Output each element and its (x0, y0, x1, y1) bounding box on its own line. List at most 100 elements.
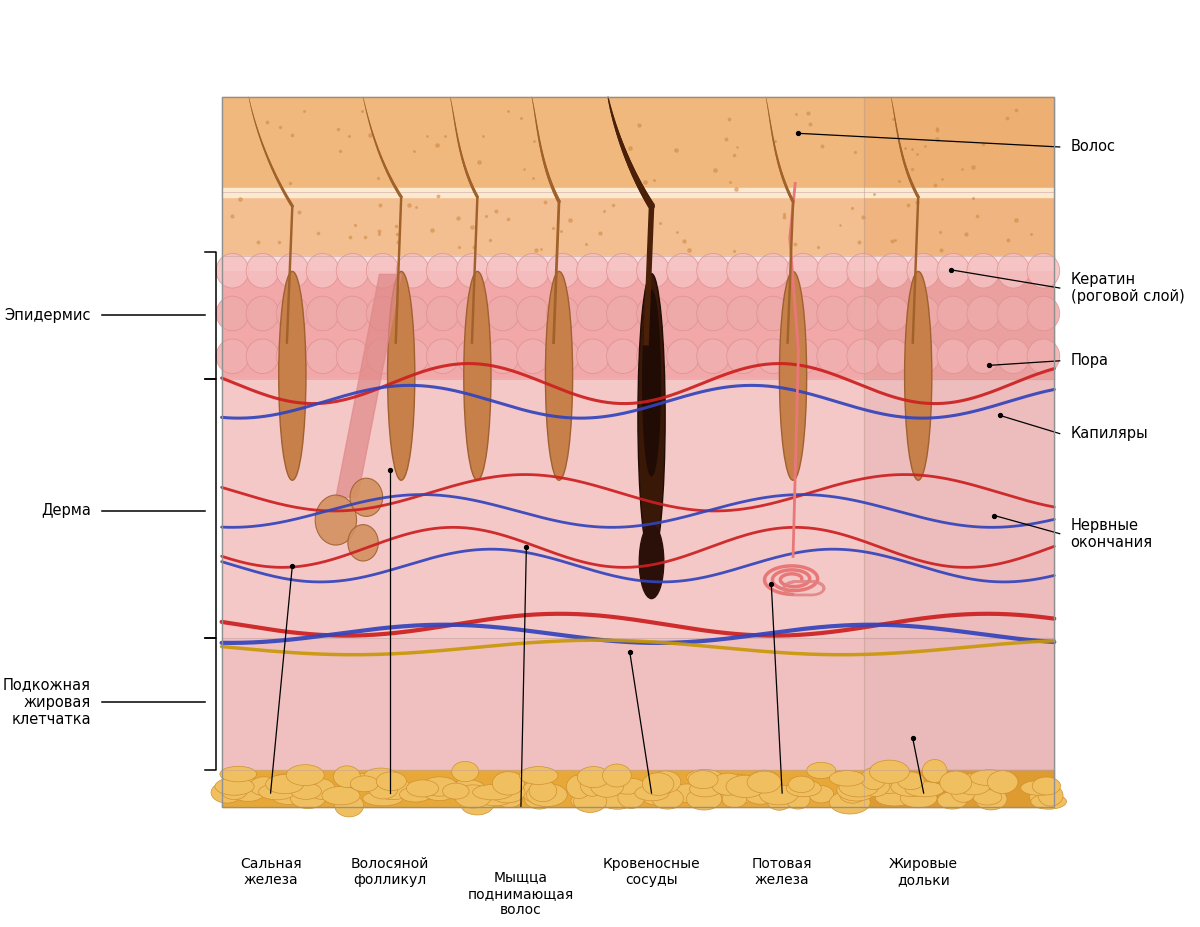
Polygon shape (222, 770, 1055, 806)
Ellipse shape (516, 297, 550, 331)
Ellipse shape (520, 767, 558, 784)
Ellipse shape (877, 339, 910, 374)
Ellipse shape (1027, 253, 1060, 288)
Ellipse shape (290, 783, 322, 799)
Ellipse shape (988, 770, 1018, 794)
Ellipse shape (950, 781, 976, 803)
Ellipse shape (364, 768, 397, 783)
Ellipse shape (937, 339, 970, 374)
Ellipse shape (215, 778, 254, 795)
Ellipse shape (278, 272, 306, 480)
Ellipse shape (418, 780, 445, 799)
Ellipse shape (671, 784, 702, 803)
Ellipse shape (492, 771, 524, 795)
Ellipse shape (388, 272, 415, 480)
Ellipse shape (786, 780, 821, 796)
Ellipse shape (757, 339, 790, 374)
Ellipse shape (1027, 297, 1060, 331)
Ellipse shape (967, 297, 1000, 331)
Ellipse shape (652, 788, 684, 809)
Text: Дерма: Дерма (41, 503, 91, 518)
Ellipse shape (606, 297, 640, 331)
Ellipse shape (637, 339, 670, 374)
Ellipse shape (760, 785, 798, 805)
Ellipse shape (643, 290, 660, 476)
Ellipse shape (836, 779, 876, 801)
Ellipse shape (456, 297, 490, 331)
Ellipse shape (840, 785, 865, 803)
Ellipse shape (744, 783, 778, 805)
Ellipse shape (606, 339, 640, 374)
Ellipse shape (377, 772, 407, 791)
Text: Нервные
окончания: Нервные окончания (1070, 517, 1153, 550)
Ellipse shape (806, 762, 835, 779)
Ellipse shape (862, 768, 886, 790)
Ellipse shape (246, 253, 278, 288)
Ellipse shape (667, 297, 700, 331)
Ellipse shape (618, 786, 644, 808)
Ellipse shape (749, 770, 780, 792)
Ellipse shape (875, 790, 914, 806)
Polygon shape (864, 770, 1055, 806)
Ellipse shape (829, 791, 870, 814)
Ellipse shape (937, 253, 970, 288)
Ellipse shape (748, 771, 781, 794)
Text: Волос: Волос (1070, 139, 1116, 155)
Ellipse shape (426, 253, 460, 288)
Ellipse shape (348, 525, 378, 561)
Ellipse shape (322, 786, 360, 805)
Ellipse shape (574, 791, 607, 812)
Ellipse shape (350, 478, 383, 516)
Ellipse shape (787, 339, 820, 374)
Ellipse shape (898, 772, 924, 790)
Ellipse shape (686, 769, 722, 785)
Ellipse shape (272, 789, 305, 805)
Ellipse shape (608, 778, 646, 794)
Ellipse shape (984, 772, 1019, 790)
Ellipse shape (637, 253, 670, 288)
Ellipse shape (757, 253, 790, 288)
Ellipse shape (546, 253, 580, 288)
Ellipse shape (967, 253, 1000, 288)
Ellipse shape (426, 297, 460, 331)
Polygon shape (336, 274, 401, 497)
Polygon shape (222, 256, 1055, 270)
Ellipse shape (577, 767, 610, 788)
Ellipse shape (211, 781, 242, 803)
Ellipse shape (973, 790, 1002, 805)
Ellipse shape (757, 297, 790, 331)
Ellipse shape (817, 253, 850, 288)
Ellipse shape (688, 770, 718, 789)
Ellipse shape (292, 768, 323, 783)
Text: Потовая
железа: Потовая железа (752, 857, 812, 887)
Ellipse shape (697, 297, 730, 331)
Ellipse shape (1027, 339, 1060, 374)
Ellipse shape (271, 774, 301, 789)
Ellipse shape (576, 297, 610, 331)
Text: Жировые
дольки: Жировые дольки (889, 857, 958, 887)
Ellipse shape (667, 339, 700, 374)
Ellipse shape (368, 780, 397, 799)
Ellipse shape (350, 773, 376, 792)
Ellipse shape (576, 339, 610, 374)
Polygon shape (222, 256, 1055, 379)
Ellipse shape (216, 297, 248, 331)
Ellipse shape (642, 773, 674, 795)
Ellipse shape (727, 253, 760, 288)
Ellipse shape (967, 339, 1000, 374)
Ellipse shape (486, 297, 520, 331)
Ellipse shape (461, 794, 493, 815)
Ellipse shape (524, 787, 554, 809)
Ellipse shape (635, 785, 670, 801)
Ellipse shape (829, 770, 865, 786)
Ellipse shape (396, 253, 430, 288)
Ellipse shape (900, 789, 937, 807)
Ellipse shape (1031, 794, 1067, 809)
Ellipse shape (722, 791, 746, 807)
Ellipse shape (1021, 781, 1057, 795)
Ellipse shape (997, 339, 1030, 374)
Ellipse shape (366, 253, 398, 288)
Ellipse shape (265, 775, 304, 794)
Text: Подкожная
жировая
клетчатка: Подкожная жировая клетчатка (2, 677, 91, 727)
Ellipse shape (697, 339, 730, 374)
